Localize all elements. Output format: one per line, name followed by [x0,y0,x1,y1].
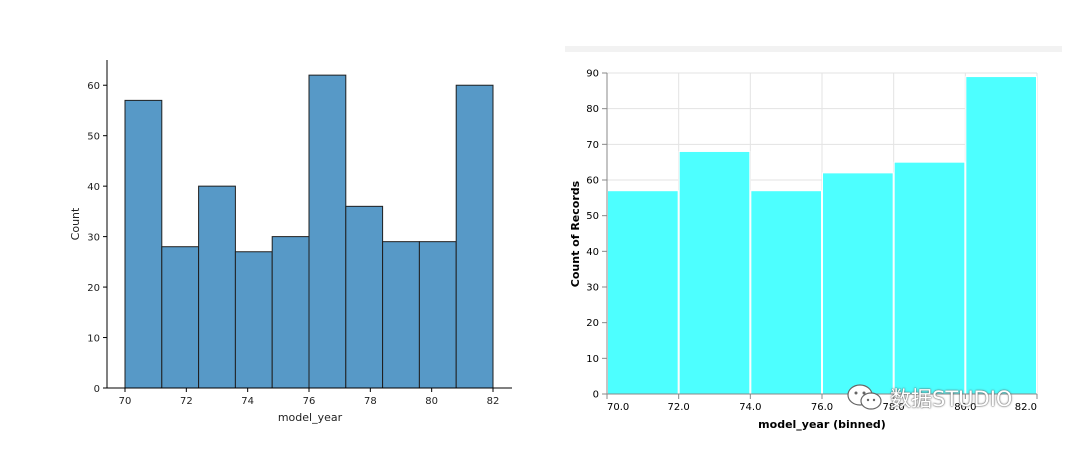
x-tick-label: 78 [364,396,377,407]
y-tick-label: 90 [586,69,599,80]
x-tick-label: 80 [425,396,438,407]
bar [678,150,751,395]
x-tick-label: 70 [119,396,132,407]
x-tick-label: 82 [487,396,500,407]
bar [382,241,420,389]
y-tick-label: 0 [593,390,599,401]
left-histogram: 0 10 20 30 40 50 60 70 72 74 76 78 80 82 model_year Cou… [69,60,512,424]
y-tick-label: 50 [586,211,599,222]
y-tick-label: 0 [94,384,100,395]
x-tick-label: 80.0 [954,402,976,413]
right-panel-strip [565,46,1062,52]
x-tick-label: 72 [180,396,193,407]
y-axis-title: Count of Records [569,180,582,287]
bar [822,172,894,395]
y-tick-label: 50 [87,132,100,143]
x-tick-label: 72.0 [668,402,690,413]
y-tick-label: 40 [586,247,599,258]
y-tick-label: 60 [87,81,100,92]
y-tick-label: 40 [87,182,100,193]
watermark-text: 数据STUDIO [890,387,1013,411]
x-tick-label: 70.0 [607,402,629,413]
y-tick-label: 30 [586,283,599,294]
y-tick-label: 60 [586,176,599,187]
x-tick-label: 76 [303,396,316,407]
watermark: 数据STUDIO [846,383,1012,413]
x-axis-title: model_year [278,411,343,424]
x-tick-label: 74 [241,396,254,407]
bar [607,190,679,395]
y-tick-label: 20 [87,283,100,294]
x-tick-label: 74.0 [739,402,761,413]
bar [750,190,822,395]
bar [124,99,163,389]
y-tick-label: 10 [586,354,599,365]
bar [965,76,1037,395]
x-tick-label: 82.0 [1015,402,1037,413]
x-axis-title: model_year (binned) [758,418,886,431]
bar [893,161,966,395]
y-tick-label: 80 [586,104,599,115]
y-tick-label: 20 [586,318,599,329]
y-axis-title: Count [69,207,82,240]
x-tick-label: 78.0 [883,402,905,413]
wechat-icon [847,384,882,410]
y-tick-label: 10 [87,334,100,345]
bar [161,246,200,389]
y-tick-label: 70 [586,140,599,151]
y-tick-label: 30 [87,233,100,244]
bar [308,74,347,389]
bar [198,185,236,389]
bar [455,84,494,389]
x-tick-label: 76.0 [811,402,833,413]
